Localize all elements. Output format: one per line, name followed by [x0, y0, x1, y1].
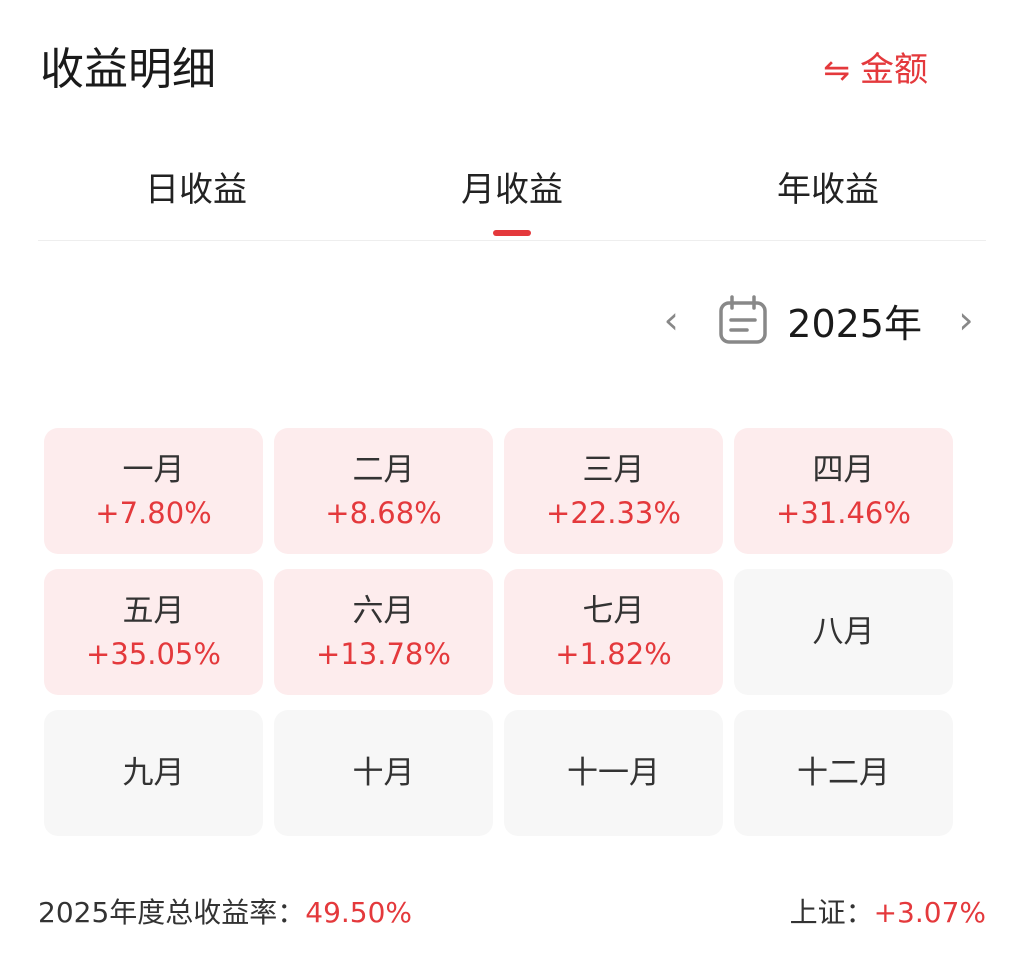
month-cell-jul[interactable]: 七月 +1.82%: [504, 569, 723, 695]
calendar-icon[interactable]: [717, 294, 769, 346]
month-label: 十月: [352, 755, 415, 791]
year-picker: ‹ 2025年 ›: [651, 290, 986, 350]
month-cell-nov[interactable]: 十一月: [504, 710, 723, 836]
month-label: 二月: [352, 452, 415, 488]
chevron-left-icon[interactable]: ‹: [663, 298, 679, 342]
month-cell-mar[interactable]: 三月 +22.33%: [504, 428, 723, 554]
month-return: +8.68%: [325, 496, 442, 530]
month-return: +22.33%: [546, 496, 681, 530]
month-label: 七月: [582, 593, 645, 629]
tab-label: 年收益: [777, 170, 879, 210]
tab-label: 月收益: [461, 170, 563, 210]
month-label: 四月: [812, 452, 875, 488]
index-value: +3.07%: [873, 896, 986, 929]
chevron-right-icon[interactable]: ›: [958, 298, 974, 342]
tab-monthly[interactable]: 月收益: [354, 150, 670, 240]
month-label: 十二月: [797, 755, 890, 791]
annual-total: 2025年度总收益率：49.50%: [38, 891, 412, 931]
month-cell-jan[interactable]: 一月 +7.80%: [44, 428, 263, 554]
month-return: +7.80%: [95, 496, 212, 530]
month-cell-oct[interactable]: 十月: [274, 710, 493, 836]
amount-toggle-label: 金额: [860, 50, 928, 90]
tab-label: 日收益: [145, 170, 247, 210]
index-label: 上证：: [789, 896, 874, 929]
month-cell-jun[interactable]: 六月 +13.78%: [274, 569, 493, 695]
year-label: 2025年: [787, 301, 922, 346]
annual-total-label: 2025年度总收益率：: [38, 896, 306, 929]
month-return: +1.82%: [555, 637, 672, 671]
month-return: +13.78%: [316, 637, 451, 671]
swap-icon: ⇋: [823, 51, 850, 89]
tab-daily[interactable]: 日收益: [38, 150, 354, 240]
month-return: +31.46%: [776, 496, 911, 530]
month-cell-feb[interactable]: 二月 +8.68%: [274, 428, 493, 554]
amount-toggle-button[interactable]: ⇋ 金额: [823, 44, 928, 96]
tab-bar: 日收益 月收益 年收益: [38, 150, 986, 241]
month-cell-dec[interactable]: 十二月: [734, 710, 953, 836]
month-return: +35.05%: [86, 637, 221, 671]
annual-total-value: 49.50%: [305, 896, 413, 929]
month-label: 九月: [122, 755, 185, 791]
month-label: 十一月: [567, 755, 660, 791]
month-cell-apr[interactable]: 四月 +31.46%: [734, 428, 953, 554]
month-cell-may[interactable]: 五月 +35.05%: [44, 569, 263, 695]
month-label: 一月: [122, 452, 185, 488]
page-title: 收益明细: [40, 44, 216, 95]
index-comparison: 上证：+3.07%: [790, 891, 986, 931]
month-label: 八月: [812, 614, 875, 650]
tab-yearly[interactable]: 年收益: [670, 150, 986, 240]
summary-footer: 2025年度总收益率：49.50% 上证：+3.07%: [38, 888, 986, 934]
month-label: 三月: [582, 452, 645, 488]
month-label: 五月: [122, 593, 185, 629]
month-cell-sep[interactable]: 九月: [44, 710, 263, 836]
month-label: 六月: [352, 593, 415, 629]
active-tab-indicator: [493, 230, 531, 236]
month-grid: 一月 +7.80% 二月 +8.68% 三月 +22.33% 四月 +31.46…: [44, 428, 953, 836]
month-cell-aug[interactable]: 八月: [734, 569, 953, 695]
